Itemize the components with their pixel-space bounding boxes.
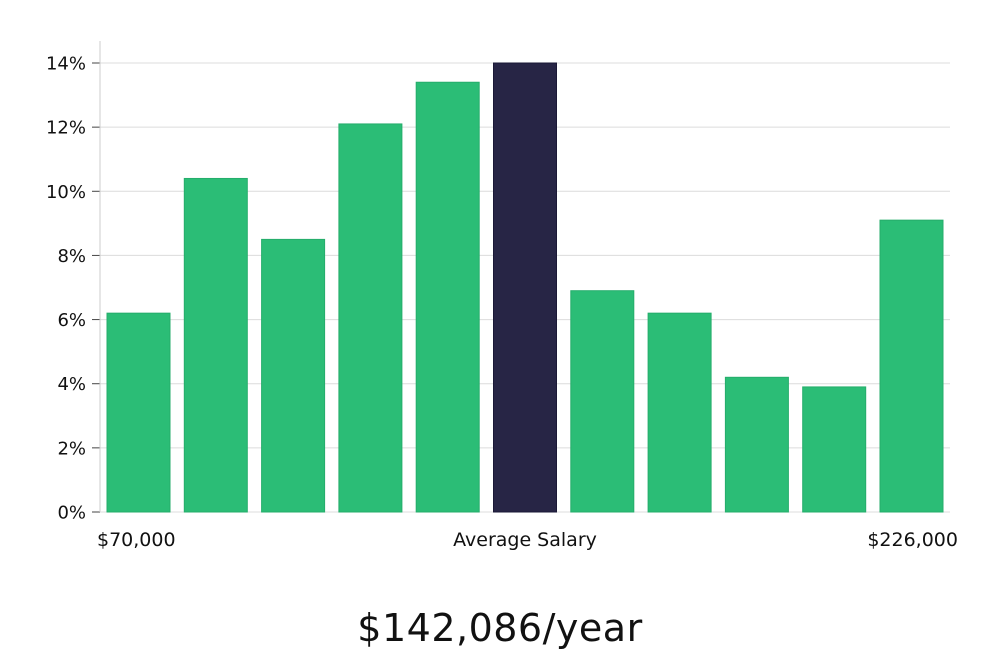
bar [802, 386, 867, 513]
y-tick-label: 0% [57, 503, 86, 524]
x-axis-center-label: Average Salary [453, 529, 597, 551]
y-tick-label: 2% [57, 438, 86, 459]
bar [647, 312, 712, 513]
bar [879, 219, 944, 513]
x-axis-min-label: $70,000 [97, 529, 176, 551]
y-tick-label: 14% [46, 54, 86, 75]
bar [415, 81, 480, 513]
x-axis-max-label: $226,000 [867, 529, 958, 551]
y-tick-label: 6% [57, 310, 86, 331]
y-tick-label: 12% [46, 118, 86, 139]
y-tick-label: 4% [57, 374, 86, 395]
bar-highlighted [493, 62, 557, 513]
bar [106, 312, 171, 513]
bar [183, 177, 248, 513]
bar [570, 290, 635, 513]
salary-histogram: 0% 2% 4% 6% 8% 10% 12% 14% [46, 41, 950, 524]
bar [724, 376, 789, 513]
y-tick-label: 8% [57, 246, 86, 267]
y-tick-label: 10% [46, 182, 86, 203]
bar [261, 238, 326, 513]
average-salary-value: $142,086/year [357, 606, 643, 650]
bar [338, 123, 403, 513]
